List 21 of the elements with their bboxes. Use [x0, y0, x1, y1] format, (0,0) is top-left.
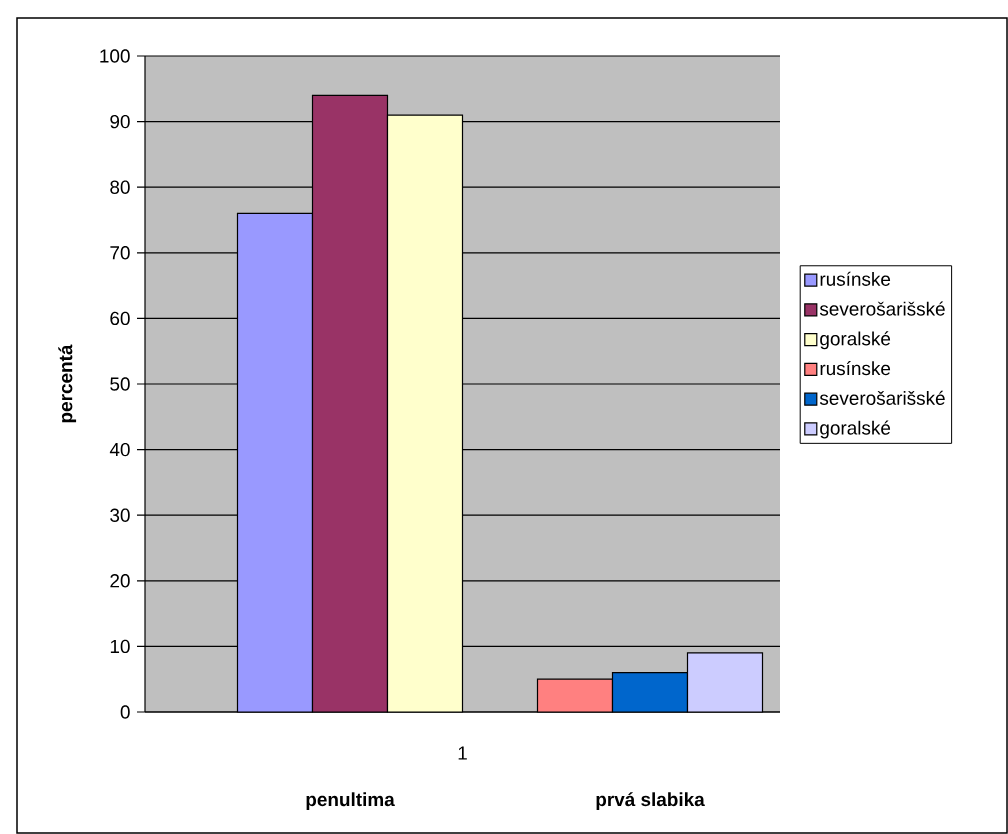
legend-label: severošarišské — [819, 390, 945, 405]
y-tick-label: 20 — [110, 574, 130, 588]
y-tick-label: 40 — [109, 442, 130, 457]
x-tick-label: 1 — [458, 746, 467, 760]
legend-label: rusínske — [820, 361, 891, 376]
text: penultima — [306, 792, 395, 810]
legend-label: goralské — [820, 331, 891, 350]
y-tick-label: 10 — [110, 639, 130, 654]
legend-label: severošarišské — [819, 301, 945, 316]
y-tick-label: 70 — [110, 246, 130, 260]
y-axis-title: percentá — [58, 344, 77, 423]
y-tick-label: 60 — [110, 311, 130, 326]
legend-label: goralské — [820, 420, 891, 439]
y-tick-label: 90 — [110, 114, 130, 129]
y-tick-label: 30 — [110, 508, 130, 522]
y-tick-label: 0 — [120, 705, 130, 719]
y-tick-label: 80 — [110, 180, 130, 194]
legend-label: rusínske — [820, 271, 891, 286]
y-tick-label: 50 — [110, 377, 130, 391]
y-tick-label: 100 — [100, 49, 130, 63]
text: prvá slabika — [596, 792, 705, 810]
